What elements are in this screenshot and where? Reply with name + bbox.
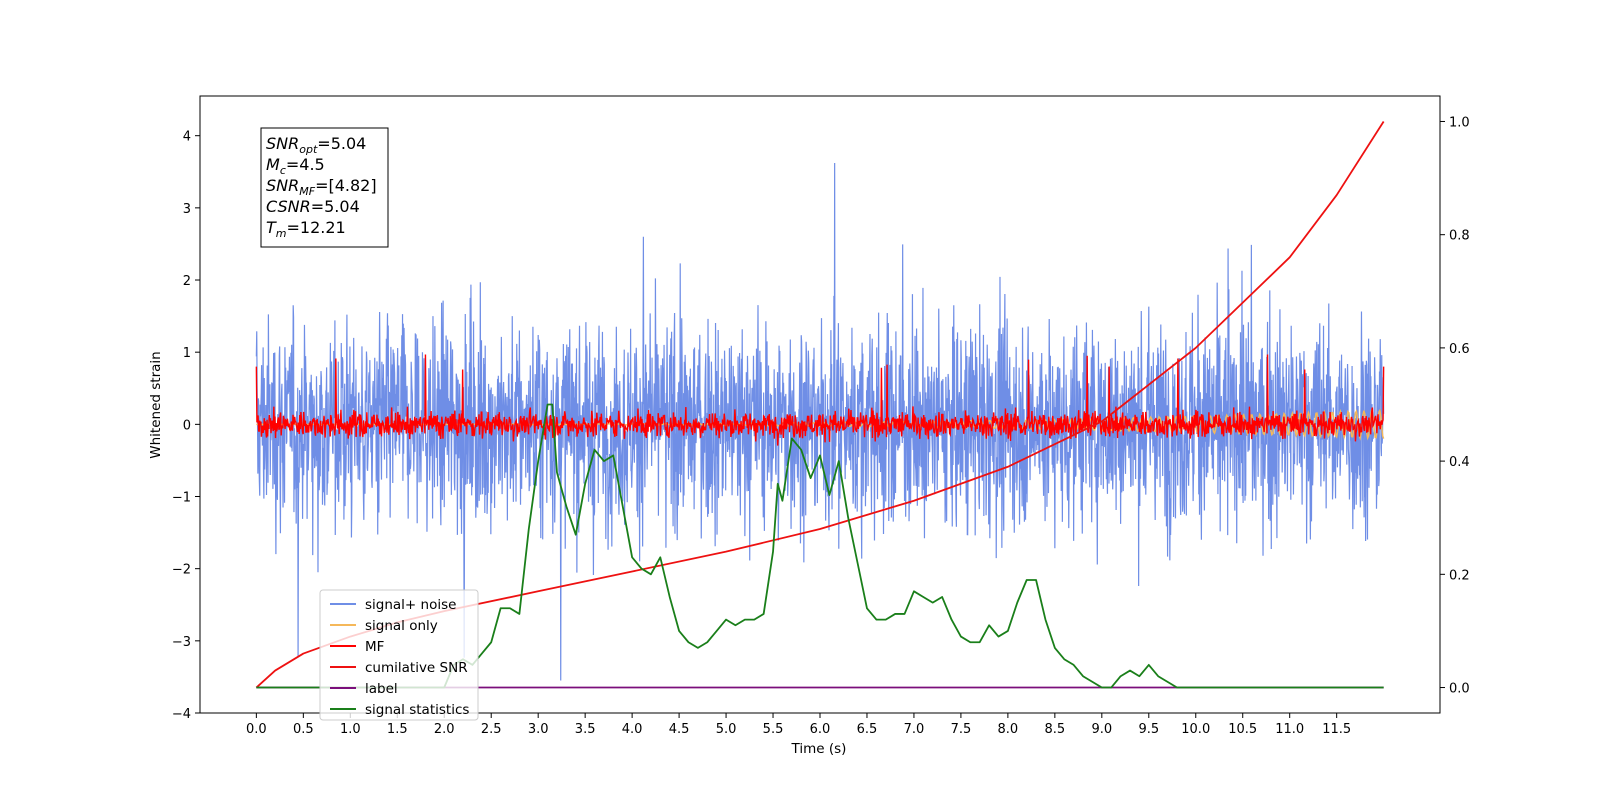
x-tick-label: 0.5	[293, 722, 314, 737]
y-left-tick-label: 2	[183, 274, 191, 289]
x-tick-label: 7.5	[951, 722, 972, 737]
legend-item: cumilative SNR	[330, 660, 468, 676]
x-tick-label: 6.5	[857, 722, 878, 737]
x-tick-label: 4.5	[669, 722, 690, 737]
y-left-tick-label: 3	[183, 202, 191, 217]
y-left-tick-label: −4	[172, 707, 191, 722]
y-right-tick-label: 0.6	[1449, 342, 1470, 357]
legend-frame	[319, 589, 479, 721]
annotation-mc: Mc=4.5	[266, 155, 325, 177]
y-left-tick-label: −2	[172, 563, 191, 578]
x-tick-label: 2.5	[481, 722, 502, 737]
x-tick-label: 4.0	[622, 722, 643, 737]
y-right-tick-label: 0.0	[1449, 682, 1470, 697]
annotation-tm: Tm=12.21	[266, 218, 346, 240]
legend: signal+ noise signal only MF cumilative SNR…	[319, 589, 479, 721]
legend-label: signal only	[365, 618, 438, 634]
legend-item: MF	[330, 639, 384, 655]
annotation-frame	[260, 127, 389, 248]
y-left-tick-label: −3	[172, 635, 191, 650]
y-axis-right: 1.0 0.8 0.6 0.4 0.2 0.0	[1440, 115, 1470, 697]
y-left-tick-label: 0	[183, 418, 191, 433]
legend-item: signal only	[330, 618, 438, 634]
x-tick-label: 11.0	[1275, 722, 1304, 737]
series-signal-statistics	[256, 403, 1384, 689]
y-right-tick-label: 0.8	[1449, 229, 1470, 244]
legend-label: signal+ noise	[365, 597, 456, 613]
x-tick-label: 7.0	[904, 722, 925, 737]
legend-item: signal+ noise	[330, 597, 456, 613]
y-right-tick-label: 1.0	[1449, 115, 1470, 130]
x-tick-label: 0.0	[246, 722, 267, 737]
x-tick-label: 6.0	[810, 722, 831, 737]
y-right-tick-label: 0.2	[1449, 568, 1470, 583]
legend-label: MF	[365, 639, 384, 655]
x-tick-label: 9.0	[1091, 722, 1112, 737]
x-tick-label: 5.0	[716, 722, 737, 737]
annotation-snr-mf: SNRMF=[4.82]	[266, 176, 377, 198]
y-right-tick-label: 0.4	[1449, 455, 1470, 470]
x-tick-label: 10.0	[1181, 722, 1210, 737]
legend-item: label	[330, 681, 398, 697]
annotation-csnr: CSNR=5.04	[266, 197, 360, 216]
y-axis-left: 4 3 2 1 0 −1 −2 −3 −4	[172, 130, 200, 722]
y-axis-label: Whitened strain	[148, 351, 164, 458]
x-axis: 0.0 0.5 1.0 1.5 2.0 2.5 3.0 3.5 4.0 4.5 5.0 5.5 6.0 6…	[246, 713, 1351, 737]
series-mf	[255, 354, 1385, 446]
annotation-snr-opt: SNRopt=5.04	[266, 134, 366, 156]
x-tick-label: 3.5	[575, 722, 596, 737]
x-tick-label: 3.0	[528, 722, 549, 737]
annotation-box: SNRopt=5.04 Mc=4.5 SNRMF=[4.82] CSNR=5.0…	[260, 127, 389, 248]
x-tick-label: 9.5	[1138, 722, 1159, 737]
x-tick-label: 1.5	[387, 722, 408, 737]
legend-label: signal statistics	[365, 702, 469, 718]
legend-item: signal statistics	[330, 702, 469, 718]
x-tick-label: 11.5	[1322, 722, 1351, 737]
x-tick-label: 5.5	[763, 722, 784, 737]
x-axis-label: Time (s)	[791, 741, 847, 757]
legend-label: cumilative SNR	[365, 660, 468, 676]
x-tick-label: 8.0	[998, 722, 1019, 737]
x-tick-label: 10.5	[1228, 722, 1257, 737]
legend-label: label	[365, 681, 398, 697]
x-tick-label: 2.0	[434, 722, 455, 737]
y-left-tick-label: 4	[183, 130, 191, 145]
x-tick-label: 8.5	[1045, 722, 1066, 737]
x-tick-label: 1.0	[340, 722, 361, 737]
y-left-tick-label: −1	[172, 491, 191, 506]
y-left-tick-label: 1	[183, 346, 191, 361]
